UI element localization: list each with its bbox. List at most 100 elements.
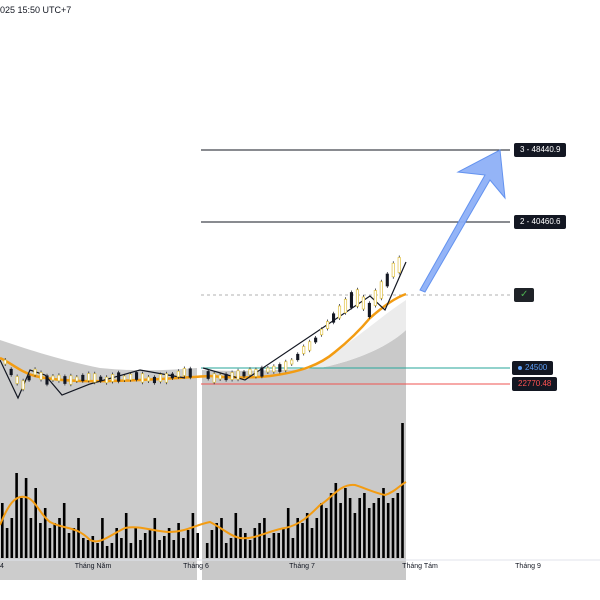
candle-body[interactable] [212, 373, 216, 383]
volume-bar [163, 536, 166, 558]
volume-bar [253, 528, 257, 558]
volume-bar [367, 508, 371, 558]
candle-body[interactable] [308, 341, 312, 351]
volume-bar [263, 518, 266, 558]
candle-body[interactable] [218, 374, 222, 380]
candle-body[interactable] [206, 371, 210, 379]
candle-body[interactable] [158, 374, 162, 382]
x-axis-label: Tháng 6 [183, 563, 209, 570]
candle-body[interactable] [284, 361, 288, 371]
volume-bar [244, 533, 247, 558]
candle-body[interactable] [367, 302, 371, 318]
candle-body[interactable] [75, 376, 79, 382]
candle-body[interactable] [182, 368, 186, 376]
candlesticks[interactable] [3, 255, 401, 392]
candle-body[interactable] [278, 364, 282, 372]
candle-body[interactable] [123, 375, 127, 381]
candle-body[interactable] [320, 328, 324, 336]
candle-body[interactable] [164, 373, 168, 383]
candle-body[interactable] [27, 375, 31, 381]
candle-body[interactable] [57, 374, 61, 382]
candle-body[interactable] [373, 290, 377, 306]
volume-bar [101, 518, 104, 558]
candle-body[interactable] [296, 353, 300, 361]
x-axis-label: Tháng Tám [402, 563, 438, 570]
volume-bar [348, 498, 352, 558]
candle-body[interactable] [326, 321, 330, 329]
candle-body[interactable] [337, 305, 342, 319]
candle-body[interactable] [266, 367, 270, 373]
candle-body[interactable] [129, 373, 133, 381]
candle-body[interactable] [21, 380, 25, 390]
candle-body[interactable] [224, 373, 228, 381]
candle-body[interactable] [33, 368, 37, 376]
candle-body[interactable] [242, 371, 246, 377]
volume-bar [301, 523, 304, 558]
volume-bar [296, 518, 299, 558]
x-axis-label: Tháng 7 [289, 563, 315, 570]
candle-body[interactable] [15, 376, 19, 384]
candle-body[interactable] [39, 372, 43, 380]
volume-bar [377, 498, 380, 558]
candle-body[interactable] [236, 370, 240, 380]
candle-body[interactable] [146, 376, 151, 382]
target-2-tag[interactable]: 2 - 40460.6 [514, 215, 567, 229]
volume-bar [291, 538, 295, 558]
volume-bar [191, 513, 195, 558]
candle-body[interactable] [105, 376, 109, 384]
volume-bar [1, 503, 4, 558]
candle-body[interactable] [314, 337, 318, 343]
candle-body[interactable] [51, 375, 55, 381]
volume-bar [77, 518, 80, 558]
candle-body[interactable] [302, 346, 306, 354]
candle-body[interactable] [260, 367, 264, 377]
volume-bar [167, 528, 171, 558]
support-price-tag[interactable]: 24500 [512, 361, 554, 375]
volume-bar [272, 533, 276, 558]
candle-body[interactable] [9, 368, 13, 376]
candle-body[interactable] [170, 373, 174, 379]
candle-body[interactable] [134, 372, 139, 380]
candle-body[interactable] [379, 281, 383, 299]
candle-body[interactable] [332, 313, 336, 323]
candle-body[interactable] [272, 365, 276, 373]
candle-body[interactable] [152, 376, 157, 384]
candle-body[interactable] [230, 372, 234, 380]
target-arrow[interactable] [419, 149, 506, 293]
resistance-price-tag[interactable]: 22770.48 [512, 377, 558, 391]
volume-bar [91, 536, 95, 558]
candle-body[interactable] [176, 370, 180, 378]
candle-body[interactable] [69, 375, 73, 385]
candle-body[interactable] [87, 373, 91, 381]
volume-bar [224, 543, 228, 558]
candle-body[interactable] [385, 273, 389, 287]
candle-body[interactable] [188, 368, 192, 378]
candle-body[interactable] [349, 292, 354, 308]
candle-body[interactable] [45, 375, 49, 385]
volume-bar [5, 528, 9, 558]
candle-body[interactable] [3, 359, 7, 365]
target-3-tag[interactable]: 3 - 48440.9 [514, 143, 567, 157]
volume-bar [358, 498, 361, 558]
candle-body[interactable] [343, 298, 348, 314]
candle-body[interactable] [63, 376, 67, 384]
candle-body[interactable] [290, 359, 294, 365]
candle-body[interactable] [391, 262, 395, 278]
volume-bar [239, 528, 242, 558]
candle-body[interactable] [361, 296, 365, 310]
candle-body[interactable] [254, 369, 258, 377]
candle-body[interactable] [93, 373, 97, 383]
volume-bar [210, 530, 214, 558]
candle-body[interactable] [355, 289, 359, 307]
volume-bar [82, 538, 85, 558]
candle-body[interactable] [99, 376, 103, 382]
entry-check-tag[interactable]: ✓ [514, 288, 535, 302]
candle-body[interactable] [397, 257, 401, 273]
candle-body[interactable] [248, 368, 252, 376]
candle-body[interactable] [140, 373, 145, 383]
candle-body[interactable] [117, 372, 121, 382]
candle-body[interactable] [111, 374, 115, 382]
volume-bar [53, 523, 56, 558]
candle-body[interactable] [81, 374, 85, 382]
